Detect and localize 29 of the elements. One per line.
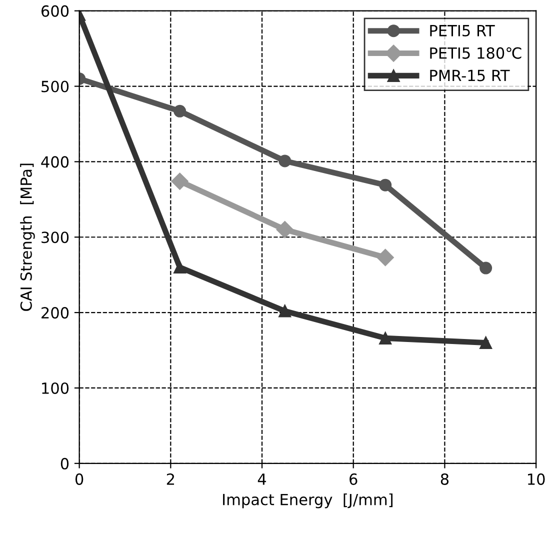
x-axis-title: Impact Energy [J/mm] <box>223 493 392 508</box>
legend-label: PMR-15 RT <box>430 70 510 82</box>
point <box>376 248 394 266</box>
point <box>174 261 186 274</box>
point <box>278 154 292 168</box>
point <box>379 332 392 344</box>
x-tick-label: 10 <box>528 473 545 485</box>
legend-label: PETI5 180℃ <box>430 47 522 59</box>
y-tick-label: 0 <box>60 458 69 470</box>
x-tick-label: 0 <box>75 473 84 485</box>
point <box>174 104 186 118</box>
y-tick-label: 200 <box>42 307 69 319</box>
x-tick-label: 4 <box>258 474 266 485</box>
point <box>278 304 292 318</box>
x-tick-label: 2 <box>166 473 174 485</box>
point <box>480 336 492 349</box>
point <box>171 172 188 190</box>
point <box>480 262 492 274</box>
y-tick-label: 100 <box>42 382 69 394</box>
y-tick-label: 600 <box>42 5 69 17</box>
x-tick-label: 8 <box>440 473 449 485</box>
x-tick-label: 6 <box>350 473 358 485</box>
y-axis-title: CAI Strength [MPa] <box>20 164 35 311</box>
y-tick-label: 400 <box>41 156 69 168</box>
y-tick-label: 500 <box>42 80 69 92</box>
point <box>276 221 294 238</box>
point <box>379 178 392 192</box>
legend-label: PETI5 RT <box>430 25 495 36</box>
y-tick-label: 300 <box>42 232 69 244</box>
